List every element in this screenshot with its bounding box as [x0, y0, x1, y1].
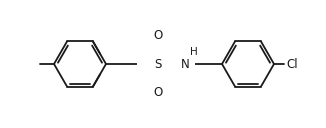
Text: H: H	[190, 47, 198, 57]
Text: N: N	[181, 57, 189, 71]
Text: Cl: Cl	[286, 57, 298, 71]
Text: O: O	[153, 29, 163, 42]
Text: S: S	[154, 57, 162, 71]
Text: O: O	[153, 86, 163, 99]
